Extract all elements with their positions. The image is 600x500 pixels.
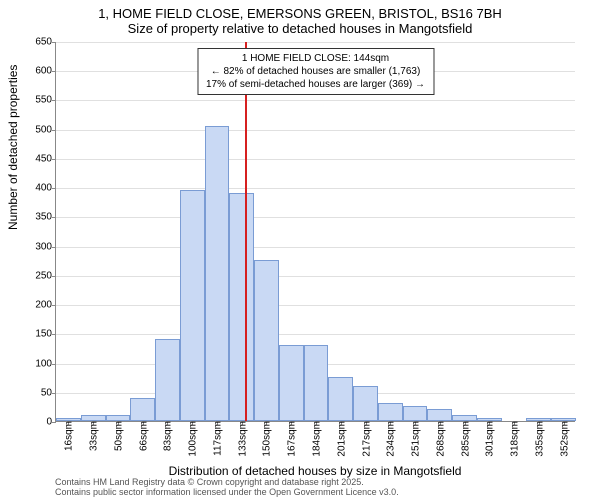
ytick-label: 500 xyxy=(35,124,56,135)
histogram-bar xyxy=(378,403,403,421)
gridline xyxy=(56,217,575,218)
xtick-label: 33sqm xyxy=(87,421,100,451)
histogram-bar xyxy=(229,193,254,421)
ytick-label: 450 xyxy=(35,153,56,164)
xtick-label: 217sqm xyxy=(359,421,372,457)
gridline xyxy=(56,276,575,277)
xtick-label: 352sqm xyxy=(557,421,570,457)
histogram-bar xyxy=(180,190,205,421)
histogram-bar xyxy=(279,345,304,421)
gridline xyxy=(56,159,575,160)
footer-attribution: Contains HM Land Registry data © Crown c… xyxy=(55,478,399,498)
ytick-label: 650 xyxy=(35,37,56,48)
xtick-label: 184sqm xyxy=(310,421,323,457)
ytick-label: 300 xyxy=(35,241,56,252)
xtick-label: 335sqm xyxy=(532,421,545,457)
xtick-label: 301sqm xyxy=(483,421,496,457)
footer-line2: Contains public sector information licen… xyxy=(55,488,399,498)
xtick-label: 167sqm xyxy=(285,421,298,457)
histogram-bar xyxy=(353,386,378,421)
info-box: 1 HOME FIELD CLOSE: 144sqm← 82% of detac… xyxy=(197,48,434,95)
ytick-label: 400 xyxy=(35,183,56,194)
gridline xyxy=(56,42,575,43)
xtick-label: 83sqm xyxy=(161,421,174,451)
histogram-bar xyxy=(304,345,329,421)
xtick-label: 100sqm xyxy=(186,421,199,457)
ytick-label: 100 xyxy=(35,358,56,369)
xtick-label: 150sqm xyxy=(260,421,273,457)
gridline xyxy=(56,305,575,306)
gridline xyxy=(56,334,575,335)
xtick-label: 318sqm xyxy=(508,421,521,457)
histogram-bar xyxy=(205,126,230,421)
xtick-label: 285sqm xyxy=(458,421,471,457)
gridline xyxy=(56,247,575,248)
chart-title-line1: 1, HOME FIELD CLOSE, EMERSONS GREEN, BRI… xyxy=(0,6,600,21)
ytick-label: 150 xyxy=(35,329,56,340)
ytick-label: 200 xyxy=(35,300,56,311)
info-box-line3: 17% of semi-detached houses are larger (… xyxy=(206,78,425,91)
xtick-label: 50sqm xyxy=(111,421,124,451)
ytick-label: 0 xyxy=(46,417,56,428)
xtick-label: 251sqm xyxy=(409,421,422,457)
xtick-label: 16sqm xyxy=(62,421,75,451)
histogram-bar xyxy=(328,377,353,421)
xtick-label: 66sqm xyxy=(136,421,149,451)
info-box-line2: ← 82% of detached houses are smaller (1,… xyxy=(206,65,425,78)
xtick-label: 117sqm xyxy=(210,421,223,456)
xtick-label: 201sqm xyxy=(334,421,347,457)
y-axis-label: Number of detached properties xyxy=(6,65,20,230)
histogram-bar xyxy=(403,406,428,421)
gridline xyxy=(56,188,575,189)
ytick-label: 550 xyxy=(35,95,56,106)
info-box-line1: 1 HOME FIELD CLOSE: 144sqm xyxy=(206,52,425,65)
xtick-label: 234sqm xyxy=(384,421,397,457)
ytick-label: 50 xyxy=(41,387,56,398)
gridline xyxy=(56,130,575,131)
reference-line xyxy=(245,42,247,421)
ytick-label: 350 xyxy=(35,212,56,223)
chart-title-line2: Size of property relative to detached ho… xyxy=(0,21,600,36)
ytick-label: 600 xyxy=(35,66,56,77)
histogram-bar xyxy=(155,339,180,421)
histogram-bar xyxy=(254,260,279,421)
xtick-label: 133sqm xyxy=(235,421,248,457)
plot-area: 0501001502002503003504004505005506006501… xyxy=(55,42,575,422)
x-axis-label: Distribution of detached houses by size … xyxy=(55,464,575,478)
histogram-bar xyxy=(130,398,155,421)
ytick-label: 250 xyxy=(35,270,56,281)
xtick-label: 268sqm xyxy=(433,421,446,457)
gridline xyxy=(56,100,575,101)
histogram-bar xyxy=(427,409,452,421)
